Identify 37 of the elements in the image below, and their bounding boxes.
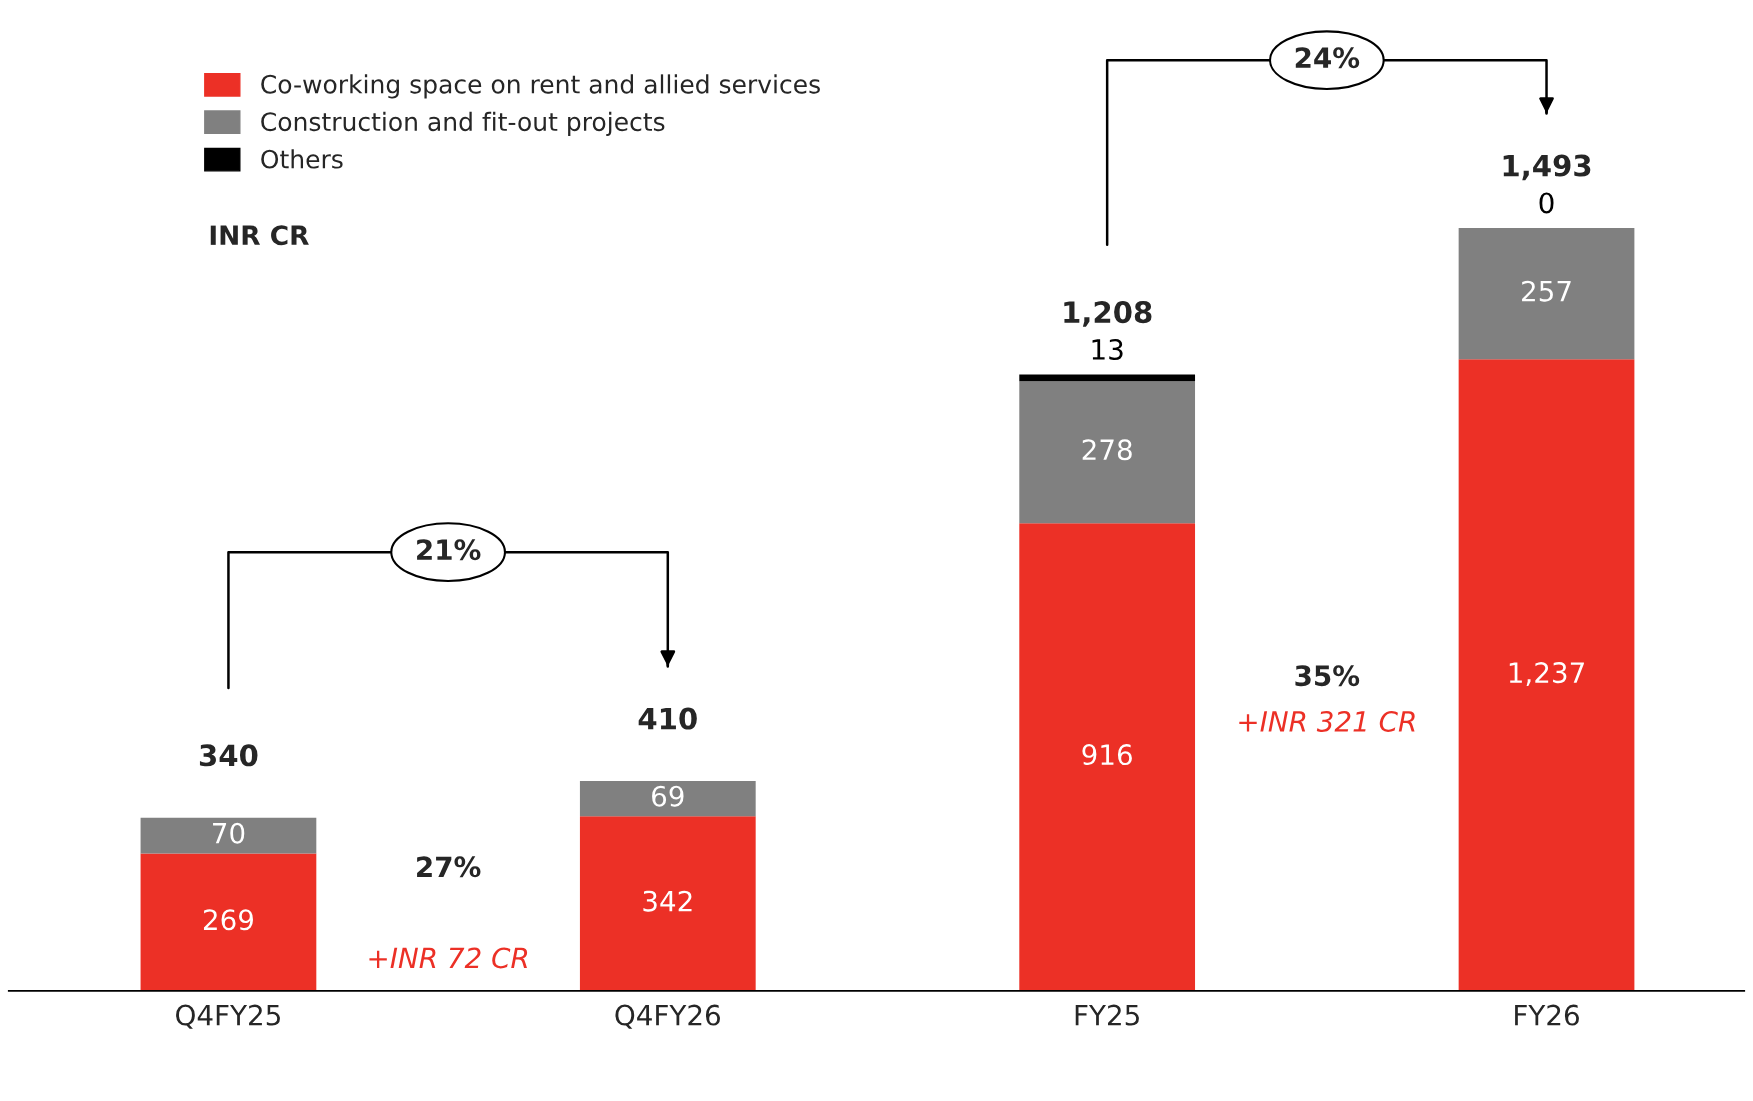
- data-label: 342: [643, 890, 692, 912]
- x-tick-label: Q4FY26: [615, 1004, 720, 1029]
- annotation: +INR 321 CR: [1239, 710, 1415, 732]
- data-label: 1,237: [1509, 662, 1584, 686]
- bar: [1019, 374, 1196, 382]
- bar: [1458, 228, 1635, 360]
- data-label: 916: [1082, 744, 1132, 766]
- annotation: 35%: [1295, 665, 1360, 687]
- bar: [1458, 359, 1635, 991]
- x-tick-label: Q4FY25: [176, 1004, 280, 1029]
- x-tick-label: FY25: [1075, 1004, 1139, 1026]
- bar: [1019, 523, 1196, 991]
- annotation: 27%: [417, 856, 481, 878]
- data-label: 13: [1092, 339, 1123, 361]
- x-tick-label: FY26: [1515, 1004, 1579, 1026]
- data-label: 70: [213, 822, 245, 844]
- annotation: INR CR: [210, 225, 309, 246]
- data-label: 269: [203, 909, 253, 931]
- bar: [140, 817, 317, 854]
- bar: [579, 781, 756, 817]
- text: 24%: [1295, 47, 1360, 69]
- total-label: 1,208: [1064, 301, 1152, 327]
- bar: [1019, 381, 1196, 524]
- total-label: 410: [638, 707, 697, 730]
- data-label: 278: [1082, 439, 1132, 461]
- bar: [140, 853, 317, 991]
- annotation: 21%: [417, 539, 481, 561]
- total-label: 1,493: [1503, 154, 1591, 181]
- data-label: 257: [1522, 280, 1571, 302]
- bar: [579, 816, 756, 991]
- legend-label: Others: [261, 149, 343, 169]
- data-label: 69: [652, 785, 684, 807]
- legend-label: Construction and fit-out projects: [261, 111, 665, 136]
- annotation: +INR 72 CR: [369, 947, 528, 969]
- legend-label: Co-working space on rent and allied services: [261, 74, 820, 99]
- total-label: 340: [199, 744, 258, 767]
- data-label: 0: [1539, 192, 1554, 214]
